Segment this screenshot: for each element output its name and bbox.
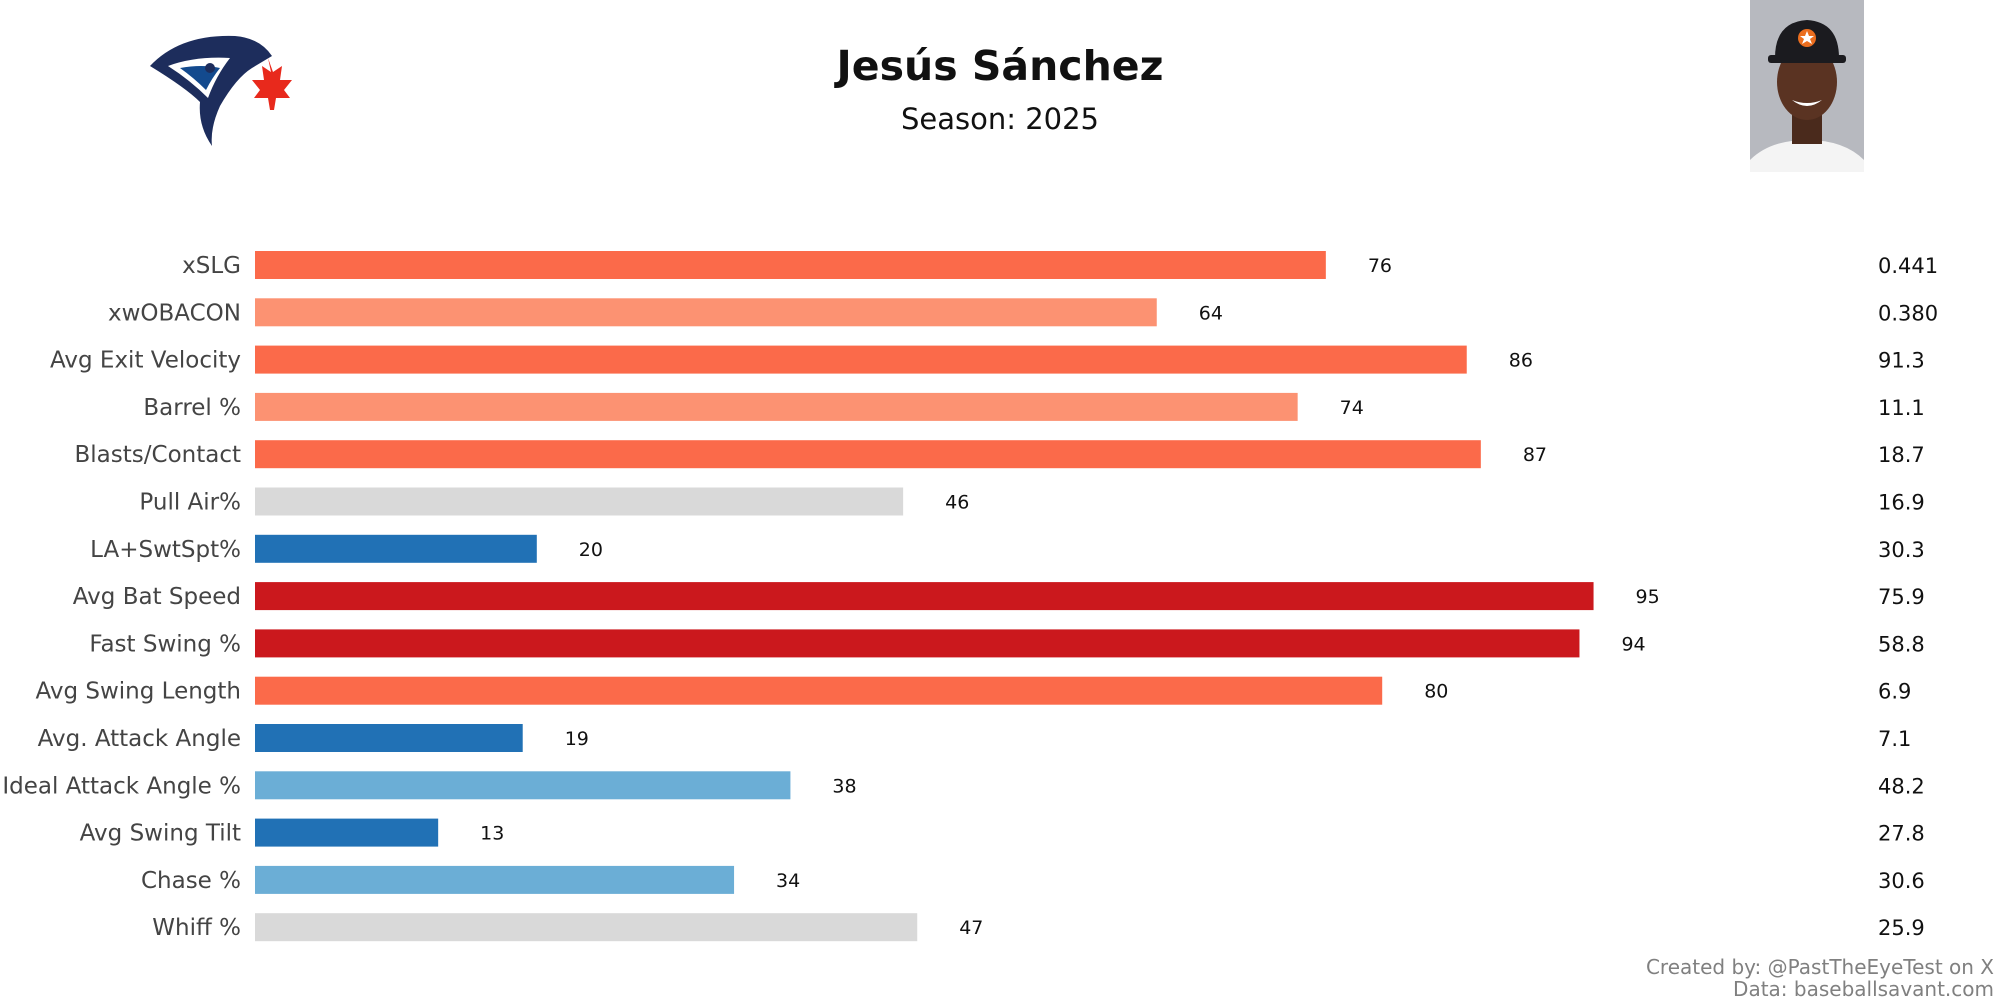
percentile-bar — [255, 534, 537, 563]
category-label: Avg Swing Tilt — [80, 821, 241, 847]
stat-value: 7.1 — [1878, 727, 1911, 751]
percentile-label: 46 — [945, 492, 969, 514]
percentile-bar — [255, 865, 735, 894]
stat-value: 0.441 — [1878, 254, 1938, 278]
percentile-bar — [255, 629, 1580, 658]
percentile-label: 87 — [1523, 444, 1547, 466]
category-label: xwOBACON — [108, 300, 241, 326]
percentile-label: 34 — [776, 870, 800, 892]
stat-value: 48.2 — [1878, 774, 1925, 798]
percentile-label: 20 — [579, 539, 603, 561]
category-label: Ideal Attack Angle % — [2, 773, 241, 799]
category-label: Avg Exit Velocity — [50, 348, 241, 374]
percentile-bar — [255, 582, 1594, 611]
stat-value: 30.6 — [1878, 869, 1925, 893]
category-label: xSLG — [182, 253, 241, 279]
percentile-bar — [255, 487, 904, 516]
category-label: Barrel % — [143, 395, 241, 421]
stat-value: 11.1 — [1878, 396, 1925, 420]
stat-value: 16.9 — [1878, 491, 1925, 515]
percentile-bar — [255, 345, 1467, 374]
category-label: Whiff % — [152, 915, 241, 941]
chart-subtitle: Season: 2025 — [900, 102, 1100, 136]
player-headshot-icon — [1750, 0, 1864, 172]
percentile-bar — [255, 298, 1157, 327]
stat-value: 75.9 — [1878, 585, 1925, 609]
percentile-bar — [255, 440, 1481, 469]
percentile-label: 38 — [832, 775, 856, 797]
category-label: Avg Swing Length — [35, 679, 241, 705]
percentile-label: 64 — [1199, 302, 1223, 324]
created-by-text: Created by: @PastTheEyeTest on X — [1645, 955, 1994, 979]
data-source-text: Data: baseballsavant.com — [1733, 977, 1994, 1001]
category-label: Pull Air% — [139, 490, 241, 516]
percentile-label: 19 — [565, 728, 589, 750]
percentile-bar — [255, 818, 439, 847]
stat-value: 27.8 — [1878, 822, 1925, 846]
percentile-label: 13 — [480, 823, 504, 845]
stat-value: 0.380 — [1878, 301, 1938, 325]
category-label: LA+SwtSpt% — [90, 537, 241, 563]
percentile-label: 94 — [1621, 633, 1645, 655]
percentile-label: 76 — [1368, 255, 1392, 277]
stat-value: 6.9 — [1878, 680, 1911, 704]
percentile-label: 47 — [959, 917, 983, 939]
percentile-bar — [255, 676, 1383, 705]
percentile-bar — [255, 724, 523, 752]
stat-value: 91.3 — [1878, 349, 1925, 373]
category-label: Avg. Attack Angle — [38, 726, 241, 752]
category-label: Avg Bat Speed — [73, 584, 241, 610]
stat-value: 30.3 — [1878, 538, 1925, 562]
credits: Created by: @PastTheEyeTest on X Data: b… — [1646, 956, 1994, 1000]
percentile-bar — [255, 771, 791, 800]
percentile-bar — [255, 251, 1326, 279]
stat-value: 25.9 — [1878, 916, 1925, 940]
category-label: Blasts/Contact — [75, 442, 241, 468]
category-label: Chase % — [141, 868, 241, 894]
percentile-label: 86 — [1509, 350, 1533, 372]
category-label: Fast Swing % — [89, 631, 241, 657]
stat-value: 18.7 — [1878, 443, 1925, 467]
percentile-bar — [255, 392, 1298, 421]
percentile-label: 95 — [1636, 586, 1660, 608]
stat-value: 58.8 — [1878, 632, 1925, 656]
percentile-bar — [255, 913, 918, 942]
percentile-label: 80 — [1424, 681, 1448, 703]
chart-title: Jesús Sánchez — [836, 42, 1164, 90]
blue-jays-logo-icon — [150, 35, 292, 146]
percentile-label: 74 — [1340, 397, 1364, 419]
